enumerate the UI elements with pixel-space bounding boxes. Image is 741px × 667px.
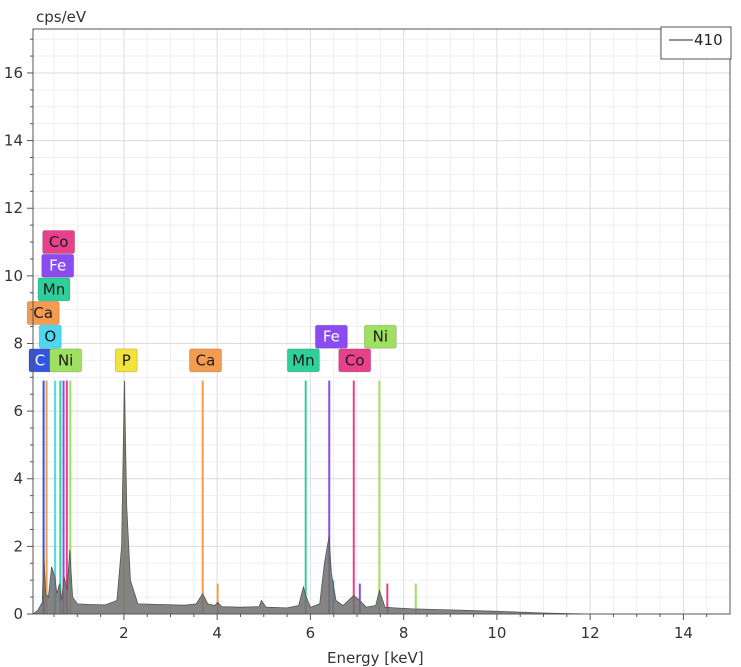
plot-frame — [32, 28, 731, 615]
element-label-fe: Fe — [41, 253, 75, 278]
spectrum-line-410 — [31, 380, 730, 615]
element-label-co: Co — [42, 230, 76, 255]
element-label-co: Co — [338, 348, 372, 373]
element-label-text: Ca — [196, 351, 216, 369]
element-label-mn: Mn — [286, 348, 320, 373]
element-label-text: Co — [49, 233, 69, 251]
x-tick-label: 4 — [212, 624, 222, 642]
element-label-ni: Ni — [363, 324, 397, 349]
x-tick-label: 6 — [306, 624, 316, 642]
element-label-p: P — [114, 348, 138, 373]
element-label-box — [49, 348, 83, 373]
element-label-text: Ni — [58, 351, 73, 369]
legend-box — [660, 26, 732, 60]
element-label-ca: Ca — [26, 301, 60, 326]
element-line-markers — [42, 380, 417, 614]
element-label-text: Fe — [323, 328, 340, 346]
element-label-box — [314, 324, 348, 349]
y-tick-label: 10 — [4, 267, 23, 285]
x-tick-label: 8 — [399, 624, 409, 642]
element-label-box — [42, 230, 76, 255]
element-label-mn: Mn — [37, 277, 71, 302]
y-tick-label: 12 — [4, 199, 23, 217]
element-label-box — [26, 301, 60, 326]
element-label-box — [41, 253, 75, 278]
element-label-text: O — [44, 328, 56, 346]
x-tick-label: 12 — [581, 624, 600, 642]
y-axis-title: cps/eV — [36, 8, 87, 26]
x-tick-label: 14 — [674, 624, 693, 642]
element-label-text: Co — [345, 351, 365, 369]
x-axis-ticks: 2 4 6 8 10 12 14 — [53, 614, 708, 642]
element-label-ni: Ni — [49, 348, 83, 373]
y-axis-ticks: 0 2 4 6 8 10 12 14 16 — [4, 38, 33, 623]
element-label-box — [338, 348, 372, 373]
x-tick-label: 10 — [487, 624, 506, 642]
element-label-box — [286, 348, 320, 373]
element-labels: CO Ca Mn Fe Co Ni P Ca Mn Fe Co Ni — [26, 230, 397, 373]
spectrum-series — [31, 380, 730, 615]
x-tick-label: 2 — [119, 624, 129, 642]
y-tick-label: 4 — [13, 470, 23, 488]
element-label-text: Ca — [33, 304, 53, 322]
legend-entry-label: 410 — [694, 31, 723, 49]
y-tick-label: 14 — [4, 132, 23, 150]
y-tick-label: 16 — [4, 64, 23, 82]
element-label-fe: Fe — [314, 324, 348, 349]
x-axis-title: Energy [keV] — [327, 649, 424, 667]
element-label-text: C — [35, 351, 45, 369]
element-label-o: O — [38, 324, 62, 349]
element-label-box — [363, 324, 397, 349]
element-label-ca: Ca — [189, 348, 223, 373]
y-tick-label: 8 — [13, 334, 23, 352]
element-label-box — [38, 324, 62, 349]
grid-lines — [33, 29, 730, 614]
element-label-text: P — [122, 351, 131, 369]
element-label-text: Mn — [43, 280, 65, 298]
element-label-box — [189, 348, 223, 373]
element-label-text: Fe — [49, 257, 66, 275]
element-label-text: Ni — [373, 328, 388, 346]
element-label-box — [114, 348, 138, 373]
y-tick-label: 6 — [13, 402, 23, 420]
y-tick-label: 2 — [13, 537, 23, 555]
y-tick-label: 0 — [13, 605, 23, 623]
element-label-text: Mn — [292, 351, 314, 369]
element-label-box — [37, 277, 71, 302]
legend[interactable]: 410 — [660, 26, 732, 60]
